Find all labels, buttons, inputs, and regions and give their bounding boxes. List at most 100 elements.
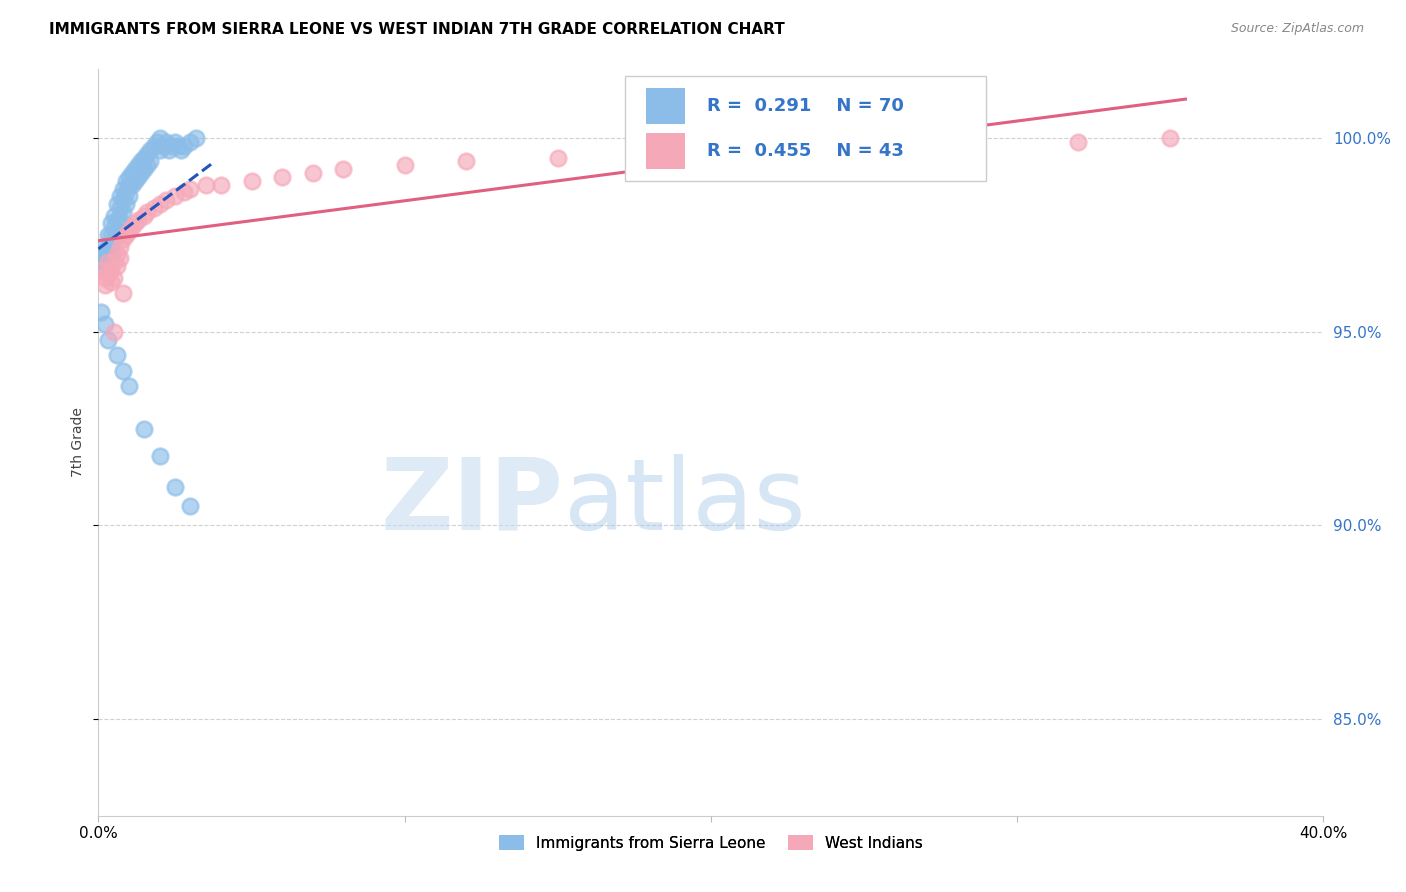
Point: [90, 305, 112, 319]
Point: [179, 181, 201, 195]
Point: [173, 186, 195, 200]
Point: [103, 270, 125, 285]
Point: [93, 270, 115, 285]
Point: [105, 348, 128, 362]
Point: [108, 201, 131, 215]
Point: [127, 212, 149, 227]
Point: [547, 151, 569, 165]
Point: [111, 363, 134, 377]
Point: [271, 169, 294, 184]
Point: [155, 193, 177, 207]
Point: [93, 263, 115, 277]
Point: [700, 146, 723, 161]
Point: [111, 204, 134, 219]
Point: [394, 158, 416, 172]
Point: [124, 174, 146, 188]
Point: [131, 154, 153, 169]
Point: [149, 131, 172, 145]
Point: [155, 135, 177, 149]
Point: [136, 204, 159, 219]
Point: [115, 197, 138, 211]
Point: [121, 220, 143, 235]
Point: [108, 252, 131, 266]
Point: [1159, 131, 1181, 145]
Point: [93, 278, 115, 293]
Point: [167, 139, 190, 153]
Point: [121, 178, 143, 192]
Point: [145, 135, 167, 149]
Point: [100, 275, 122, 289]
Point: [108, 189, 131, 203]
Point: [186, 131, 208, 145]
Point: [105, 197, 128, 211]
Point: [111, 193, 134, 207]
Point: [163, 480, 186, 494]
Point: [149, 143, 172, 157]
Point: [240, 174, 263, 188]
Point: [136, 146, 159, 161]
Point: [124, 216, 146, 230]
Point: [97, 255, 120, 269]
Point: [170, 143, 193, 157]
Text: atlas: atlas: [564, 453, 806, 550]
Point: [852, 143, 875, 157]
Point: [105, 224, 128, 238]
Point: [160, 139, 183, 153]
Point: [111, 181, 134, 195]
Point: [134, 422, 156, 436]
Point: [93, 317, 115, 331]
Point: [454, 154, 477, 169]
Point: [301, 166, 323, 180]
Text: ZIP: ZIP: [381, 453, 564, 550]
Point: [118, 224, 141, 238]
Point: [945, 139, 967, 153]
Point: [100, 216, 122, 230]
Point: [142, 139, 165, 153]
Point: [157, 143, 180, 157]
Point: [127, 169, 149, 184]
Point: [105, 212, 128, 227]
Point: [90, 247, 112, 261]
Point: [100, 240, 122, 254]
Legend: Immigrants from Sierra Leone, West Indians: Immigrants from Sierra Leone, West India…: [494, 829, 929, 857]
Point: [103, 232, 125, 246]
Point: [93, 244, 115, 258]
Point: [163, 189, 186, 203]
Point: [149, 449, 172, 463]
Point: [152, 139, 174, 153]
Point: [91, 240, 114, 254]
Point: [111, 232, 134, 246]
Point: [118, 189, 141, 203]
Bar: [645, 133, 685, 169]
Bar: [645, 88, 685, 124]
Point: [103, 209, 125, 223]
Point: [97, 333, 120, 347]
Point: [124, 162, 146, 177]
Point: [142, 201, 165, 215]
Point: [1067, 135, 1090, 149]
Point: [97, 267, 120, 281]
Text: R =  0.455    N = 43: R = 0.455 N = 43: [707, 142, 904, 160]
Point: [118, 169, 141, 184]
Point: [134, 151, 156, 165]
Point: [115, 227, 138, 242]
Point: [105, 247, 128, 261]
Y-axis label: 7th Grade: 7th Grade: [72, 408, 86, 477]
Point: [90, 263, 112, 277]
Point: [163, 135, 186, 149]
Point: [179, 135, 201, 149]
Point: [97, 240, 120, 254]
Point: [108, 212, 131, 227]
Point: [173, 139, 195, 153]
Point: [93, 255, 115, 269]
Point: [89, 252, 111, 266]
Point: [118, 379, 141, 393]
Point: [108, 240, 131, 254]
Point: [209, 178, 232, 192]
Point: [134, 209, 156, 223]
Point: [105, 259, 128, 273]
Point: [179, 499, 201, 513]
Point: [100, 263, 122, 277]
Point: [115, 174, 138, 188]
Point: [103, 255, 125, 269]
